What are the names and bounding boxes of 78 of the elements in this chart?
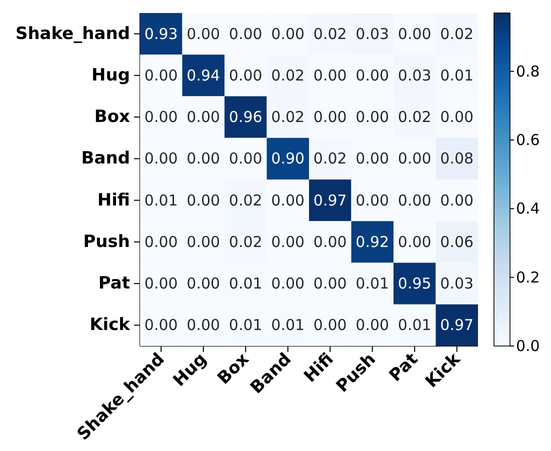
- color-bar-label: 0.8: [516, 62, 540, 80]
- data-label: 0.01: [228, 274, 262, 293]
- data-label: 0.00: [186, 150, 220, 168]
- data-label: 0.03: [398, 66, 432, 84]
- data-label: 0.01: [144, 191, 178, 210]
- data-label: 0.00: [440, 191, 474, 210]
- data-label: 0.02: [440, 24, 474, 43]
- data-label: 0.00: [356, 191, 390, 210]
- data-label: 0.03: [356, 24, 390, 43]
- data-label: 0.01: [398, 316, 432, 334]
- data-label: 0.06: [440, 232, 474, 251]
- data-label: 0.00: [144, 316, 178, 334]
- data-label: 0.00: [398, 24, 432, 43]
- y-tick-label: Push: [83, 232, 130, 252]
- data-label: 0.00: [313, 274, 347, 293]
- data-label: 0.00: [144, 150, 178, 168]
- data-label: 0.00: [144, 108, 178, 126]
- data-label: 0.00: [228, 150, 262, 168]
- data-label: 0.00: [228, 66, 262, 84]
- data-label: 0.00: [356, 150, 390, 168]
- data-label: 0.00: [356, 316, 390, 334]
- data-label: 0.00: [313, 66, 347, 84]
- data-label: 0.02: [228, 191, 262, 210]
- data-label: 0.00: [186, 316, 220, 334]
- data-label: 0.00: [356, 108, 390, 126]
- data-label: 0.00: [186, 108, 220, 126]
- data-label: 0.02: [398, 108, 432, 126]
- data-label: 0.00: [186, 274, 220, 293]
- data-label: 0.00: [398, 232, 432, 251]
- data-label: 0.01: [228, 316, 262, 334]
- data-label: 0.00: [144, 274, 178, 293]
- y-tick-label: Hifi: [97, 190, 130, 210]
- color-bar-label: 0.6: [516, 131, 540, 150]
- y-tick-label: Box: [94, 107, 130, 128]
- color-bar-label: 0.0: [516, 337, 540, 355]
- x-tick-label: Pat: [386, 349, 422, 386]
- data-label: 0.00: [440, 108, 474, 126]
- data-label: 0.00: [186, 232, 220, 251]
- data-label: 0.00: [398, 150, 432, 168]
- data-label: 0.00: [398, 191, 432, 210]
- data-label: 0.00: [144, 232, 178, 251]
- color-bar-label: 0.2: [516, 268, 540, 286]
- data-label: 0.08: [440, 150, 474, 168]
- data-label: 0.97: [313, 191, 347, 210]
- data-label: 0.00: [313, 316, 347, 334]
- data-label: 0.90: [271, 150, 305, 168]
- y-tick-label: Hug: [92, 65, 130, 86]
- color-bar-label: 0.4: [516, 200, 540, 218]
- data-label: 0.00: [186, 191, 220, 210]
- data-label: 0.00: [271, 24, 305, 43]
- data-label: 0.00: [271, 232, 305, 251]
- data-label: 0.00: [186, 24, 220, 43]
- data-label: 0.00: [313, 232, 347, 251]
- y-tick-label: Shake_hand: [15, 24, 130, 44]
- data-label: 0.00: [228, 24, 262, 43]
- data-label: 0.95: [398, 274, 432, 293]
- data-label: 0.02: [271, 66, 305, 84]
- data-label: 0.94: [186, 66, 220, 84]
- data-label: 0.92: [356, 232, 390, 251]
- data-label: 0.93: [144, 24, 178, 43]
- data-label: 0.96: [228, 108, 262, 126]
- data-label: 0.02: [313, 24, 347, 43]
- data-label: 0.01: [271, 316, 305, 334]
- y-tick-label: Pat: [98, 274, 130, 294]
- data-label: 0.02: [228, 232, 262, 251]
- data-label: 0.00: [271, 274, 305, 293]
- data-label: 0.97: [440, 316, 474, 334]
- data-label: 0.00: [271, 191, 305, 210]
- y-tick-label: Band: [81, 148, 130, 169]
- data-label: 0.00: [144, 66, 178, 84]
- y-tick-label: Kick: [90, 315, 131, 336]
- data-label: 0.00: [313, 108, 347, 126]
- data-label: 0.01: [440, 66, 474, 84]
- data-label: 0.00: [356, 66, 390, 84]
- data-label: 0.03: [440, 274, 474, 293]
- data-label: 0.02: [271, 108, 305, 126]
- data-label: 0.02: [313, 150, 347, 168]
- data-label: 0.01: [356, 274, 390, 293]
